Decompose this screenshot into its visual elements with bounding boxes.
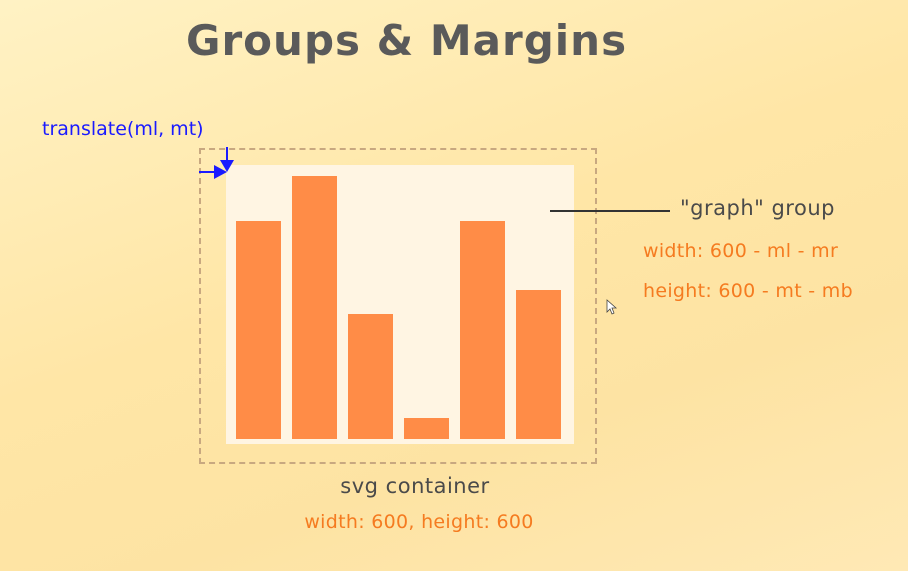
svg-container-outline <box>199 148 597 464</box>
bar-1 <box>236 221 281 439</box>
graph-group-label: "graph" group <box>680 196 835 220</box>
graph-height-formula: height: 600 - mt - mb <box>643 280 853 302</box>
bar-4 <box>404 418 449 439</box>
bar-6 <box>516 290 561 439</box>
mouse-cursor-icon <box>606 299 618 315</box>
bar-5 <box>460 221 505 439</box>
translate-label: translate(ml, mt) <box>42 118 204 140</box>
bar-3 <box>348 314 393 439</box>
svg-container-label: svg container <box>340 474 490 498</box>
translate-arrow-icon <box>199 147 234 179</box>
page-title: Groups & Margins <box>186 16 628 65</box>
graph-width-formula: width: 600 - ml - mr <box>643 240 839 262</box>
graph-group-area <box>226 165 574 444</box>
bar-2 <box>292 176 337 439</box>
svg-container-size: width: 600, height: 600 <box>304 511 534 533</box>
